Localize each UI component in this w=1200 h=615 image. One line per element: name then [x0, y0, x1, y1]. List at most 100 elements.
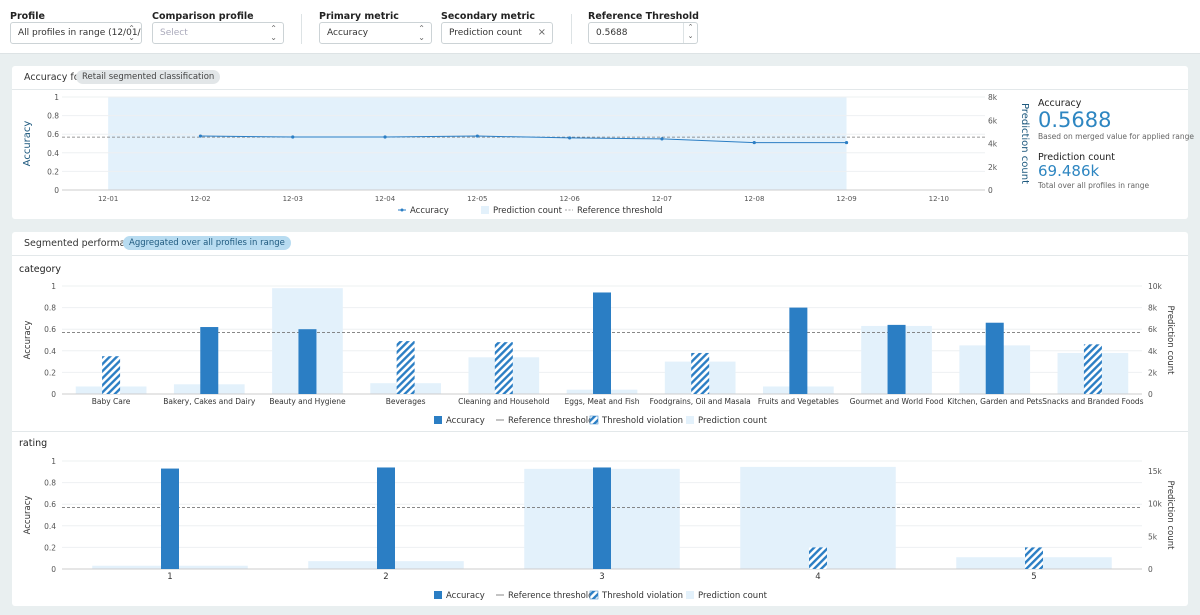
accuracy-point [752, 140, 756, 145]
legend-label: Prediction count [698, 416, 768, 426]
legend-label: Accuracy [446, 416, 485, 426]
accuracy-point [568, 136, 572, 140]
category-label: Snacks and Branded Foods [1042, 397, 1143, 406]
secondary-metric-label: Secondary metric [441, 11, 536, 22]
primary-metric-select[interactable]: Accuracy ⌃ ⌄ [319, 22, 432, 44]
legend-prediction-swatch [686, 591, 694, 599]
category-label: Eggs, Meat and Fish [565, 397, 640, 406]
y-tick-label: 0.6 [44, 325, 56, 334]
timeseries-chart: 0 0.2 0.4 0.6 0.8 1 0 2k 4k 6k 8k 12-01 12-02 12-03 12… [22, 93, 1030, 216]
category-label: Foodgrains, Oil and Masala [650, 397, 751, 406]
prediction-count-area [108, 97, 847, 190]
y-tick-label: 0.4 [47, 149, 59, 158]
legend-label: Accuracy [410, 206, 449, 216]
comparison-label: Comparison profile [152, 11, 254, 22]
accuracy-bar [887, 324, 906, 394]
legend-label: Accuracy [446, 591, 485, 601]
stepper-chevrons-icon[interactable]: ⌃ ⌄ [683, 23, 697, 43]
segmented-card-title: Segmented performance [24, 238, 143, 249]
summary-panel: Accuracy 0.5688 Based on merged value fo… [1038, 98, 1198, 190]
updown-chevron-icon: ⌃ ⌄ [418, 24, 425, 42]
legend-label: Reference threshold [577, 206, 663, 216]
rating-chart: 0 0.2 0.4 0.6 0.8 1 0 5k 10k 15k 1 2 3 4 5 Accuracy Pred… [23, 457, 1175, 601]
x-tick-label: 12-01 [98, 195, 118, 203]
legend-label: Prediction count [493, 206, 563, 216]
category-chart: 0 0.2 0.4 0.6 0.8 1 0 2k 4k 6k 8k 10k Baby Care Baker… [23, 282, 1175, 426]
category-label: 4 [815, 572, 820, 582]
accuracy-bar [200, 327, 219, 394]
category-section-label: category [19, 264, 61, 275]
category-label: Cleaning and Household [458, 397, 550, 406]
summary-count-label: Prediction count [1038, 152, 1116, 163]
rating-section-label: rating [19, 438, 48, 449]
y-tick-label: 0.6 [44, 500, 56, 509]
accuracy-bar-violation [1025, 547, 1043, 569]
x-tick-label: 12-05 [467, 195, 487, 203]
x-tick-label: 12-04 [375, 195, 396, 203]
category-label: Fruits and Vegetables [758, 397, 839, 406]
threshold-input[interactable]: 0.5688 ⌃ ⌄ [588, 22, 698, 44]
profile-value: All profiles in range (12/01/2 [18, 28, 142, 38]
y-tick-label: 0.8 [44, 304, 56, 313]
y-tick-label: 1 [54, 93, 59, 102]
y2-tick-label: 15k [1148, 467, 1163, 476]
accuracy-bar [298, 329, 317, 394]
y2-axis-label: Prediction count [1165, 481, 1175, 551]
y-tick-label: 0.4 [44, 522, 56, 531]
accuracy-card-header: Accuracy for Retail segmented classifica… [12, 66, 1188, 90]
y2-tick-label: 8k [988, 93, 998, 102]
accuracy-bar-violation [1083, 344, 1102, 394]
category-label: 3 [599, 572, 604, 582]
category-label: Beauty and Hygiene [269, 397, 346, 406]
y2-tick-label: 6k [988, 116, 998, 125]
legend-accuracy-dot [400, 208, 404, 212]
secondary-metric-select[interactable]: Prediction count × [441, 22, 553, 44]
accuracy-bar-violation [494, 342, 513, 394]
comparison-select[interactable]: Select ⌃ ⌄ [152, 22, 284, 44]
y2-tick-label: 10k [1148, 500, 1163, 509]
accuracy-bar-violation [691, 352, 710, 394]
clear-icon[interactable]: × [537, 27, 546, 38]
y2-tick-label: 4k [988, 140, 998, 149]
legend-accuracy-swatch [434, 591, 442, 599]
accuracy-bar [985, 322, 1004, 394]
y2-tick-label: 0 [1148, 390, 1153, 399]
x-tick-label: 12-06 [559, 195, 580, 203]
legend-accuracy-swatch [434, 416, 442, 424]
accuracy-bar-violation [102, 356, 121, 394]
y2-axis-label: Prediction count [1165, 306, 1175, 376]
accuracy-bar [593, 467, 611, 569]
x-tick-label: 12-10 [929, 195, 949, 203]
y2-tick-label: 6k [1148, 325, 1158, 334]
legend-label: Threshold violation [601, 416, 683, 426]
primary-metric-value: Accuracy [327, 28, 369, 38]
y-tick-label: 0.6 [47, 130, 59, 139]
profile-select[interactable]: All profiles in range (12/01/2 ⌃ ⌄ [10, 22, 142, 44]
summary-count-value: 69.486k [1038, 162, 1100, 180]
category-label: Bakery, Cakes and Dairy [163, 397, 256, 406]
y2-tick-label: 5k [1148, 532, 1158, 541]
accuracy-bar [377, 467, 395, 569]
x-tick-label: 12-02 [190, 195, 210, 203]
accuracy-card-title: Accuracy for [24, 72, 84, 83]
x-tick-label: 12-08 [744, 195, 764, 203]
accuracy-point [475, 134, 479, 138]
y2-tick-label: 0 [988, 186, 993, 195]
y2-tick-label: 2k [988, 163, 998, 172]
accuracy-bar [161, 468, 179, 569]
y-tick-label: 1 [51, 282, 56, 291]
divider [301, 14, 302, 44]
summary-count-note: Total over all profiles in range [1038, 181, 1150, 190]
category-label: Gourmet and World Food [850, 397, 944, 406]
secondary-metric-value: Prediction count [449, 28, 522, 38]
legend-violation-swatch [589, 590, 599, 600]
legend-label: Prediction count [698, 591, 768, 601]
section-divider [12, 431, 1188, 432]
accuracy-point [660, 137, 664, 141]
legend-violation-swatch [589, 415, 599, 425]
segmented-card-header: Segmented performance Aggregated over al… [12, 232, 1188, 256]
model-pill: Retail segmented classification [76, 70, 221, 84]
category-label: Baby Care [92, 397, 131, 406]
accuracy-bar-violation [396, 341, 415, 394]
y-tick-label: 0 [54, 186, 59, 195]
